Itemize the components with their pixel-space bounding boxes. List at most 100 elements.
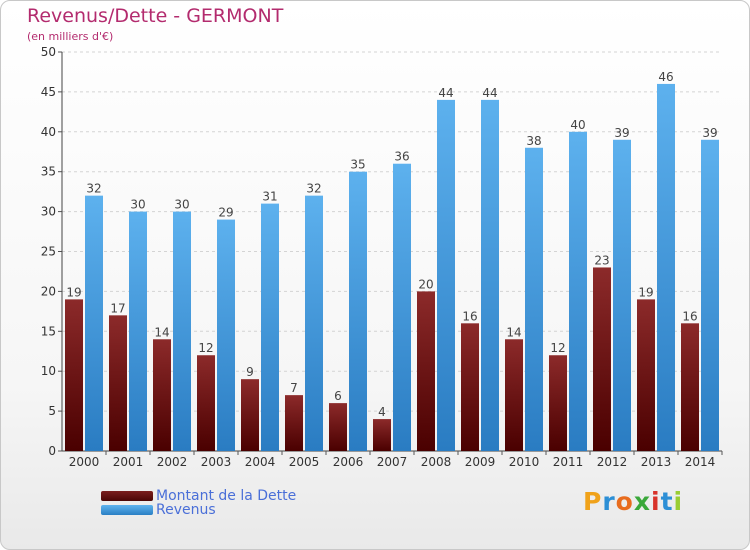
x-tick-label: 2014 <box>685 455 716 469</box>
bar-dette <box>373 419 391 451</box>
bar-revenus <box>701 139 719 451</box>
logo-letter: t <box>660 487 674 516</box>
legend-swatch-dette <box>101 491 153 501</box>
data-label-revenus: 30 <box>174 198 189 212</box>
y-tick-label: 30 <box>41 205 56 219</box>
bar-revenus <box>525 147 543 451</box>
x-tick-label: 2004 <box>245 455 276 469</box>
bar-revenus <box>261 203 279 451</box>
data-label-revenus: 36 <box>394 150 409 164</box>
data-label-revenus: 44 <box>482 86 497 100</box>
data-label-dette: 20 <box>418 277 433 291</box>
data-label-revenus: 32 <box>86 182 101 196</box>
bar-dette <box>505 339 523 451</box>
data-label-dette: 14 <box>154 325 169 339</box>
y-tick-label: 35 <box>41 165 56 179</box>
bar-dette <box>109 315 127 451</box>
x-tick-label: 2003 <box>201 455 232 469</box>
bar-revenus <box>173 211 191 451</box>
bar-dette <box>549 355 567 451</box>
bar-revenus <box>393 163 411 451</box>
data-label-dette: 17 <box>110 301 125 315</box>
data-label-revenus: 35 <box>350 158 365 172</box>
y-tick-label: 50 <box>41 45 56 59</box>
legend-item-revenus: Revenus <box>101 503 216 517</box>
x-tick-label: 2007 <box>377 455 408 469</box>
data-label-dette: 7 <box>290 381 298 395</box>
bar-dette <box>241 379 259 451</box>
bar-dette <box>593 267 611 451</box>
x-tick-label: 2008 <box>421 455 452 469</box>
y-tick-label: 20 <box>41 284 56 298</box>
logo-letter: x <box>633 487 651 516</box>
bar-revenus <box>481 99 499 451</box>
bar-revenus <box>569 131 587 452</box>
y-tick-label: 45 <box>41 85 56 99</box>
x-tick-label: 2005 <box>289 455 320 469</box>
x-tick-label: 2000 <box>69 455 100 469</box>
data-label-revenus: 44 <box>438 86 453 100</box>
data-label-revenus: 32 <box>306 182 321 196</box>
bar-revenus <box>129 211 147 451</box>
logo-letter: i <box>651 487 661 516</box>
data-label-dette: 23 <box>594 253 609 267</box>
y-tick-label: 40 <box>41 125 56 139</box>
chart-subtitle: (en milliers d'€) <box>27 30 114 43</box>
x-tick-label: 2009 <box>465 455 496 469</box>
bar-dette <box>417 291 435 451</box>
data-label-revenus: 38 <box>526 134 541 148</box>
x-tick-label: 2012 <box>597 455 628 469</box>
data-label-dette: 4 <box>378 405 386 419</box>
data-label-dette: 12 <box>198 341 213 355</box>
data-label-dette: 14 <box>506 325 521 339</box>
logo-letter: P <box>583 487 603 516</box>
bar-dette <box>461 323 479 451</box>
bar-revenus <box>217 219 235 451</box>
data-label-dette: 12 <box>550 341 565 355</box>
y-tick-label: 10 <box>41 364 56 378</box>
bar-dette <box>329 403 347 451</box>
x-tick-label: 2011 <box>553 455 584 469</box>
data-label-revenus: 30 <box>130 198 145 212</box>
logo-letter: i <box>673 487 684 516</box>
data-label-revenus: 39 <box>614 126 629 140</box>
bar-dette <box>197 355 215 451</box>
data-label-revenus: 31 <box>262 190 277 204</box>
legend-label-revenus: Revenus <box>156 502 216 518</box>
data-label-dette: 9 <box>246 365 254 379</box>
bar-revenus <box>657 83 675 452</box>
bar-dette <box>285 395 303 451</box>
proxiti-logo: Proxiti <box>583 487 683 516</box>
bar-dette <box>681 323 699 451</box>
data-label-revenus: 39 <box>702 126 717 140</box>
data-label-revenus: 40 <box>570 118 585 132</box>
data-label-dette: 16 <box>462 309 477 323</box>
bar-revenus <box>437 99 455 451</box>
data-label-revenus: 29 <box>218 206 233 220</box>
y-tick-label: 0 <box>48 444 56 458</box>
legend-label-dette: Montant de la Dette <box>156 488 297 504</box>
y-tick-label: 5 <box>48 404 56 418</box>
data-label-dette: 6 <box>334 389 342 403</box>
legend-item-dette: Montant de la Dette <box>101 489 296 503</box>
bar-revenus <box>85 195 103 451</box>
data-label-dette: 16 <box>682 309 697 323</box>
x-tick-label: 2006 <box>333 455 364 469</box>
x-tick-label: 2001 <box>113 455 144 469</box>
bar-dette <box>153 339 171 451</box>
x-tick-label: 2002 <box>157 455 188 469</box>
bar-revenus <box>613 139 631 451</box>
legend-swatch-revenus <box>101 505 153 515</box>
bar-dette <box>637 299 655 451</box>
chart-title: Revenus/Dette - GERMONT <box>27 5 284 27</box>
bar-revenus <box>349 171 367 451</box>
data-label-dette: 19 <box>66 285 81 299</box>
x-tick-label: 2010 <box>509 455 540 469</box>
logo-letter: o <box>615 487 634 516</box>
data-label-revenus: 46 <box>658 70 673 84</box>
bar-revenus <box>305 195 323 451</box>
data-label-dette: 19 <box>638 285 653 299</box>
bar-dette <box>65 299 83 451</box>
